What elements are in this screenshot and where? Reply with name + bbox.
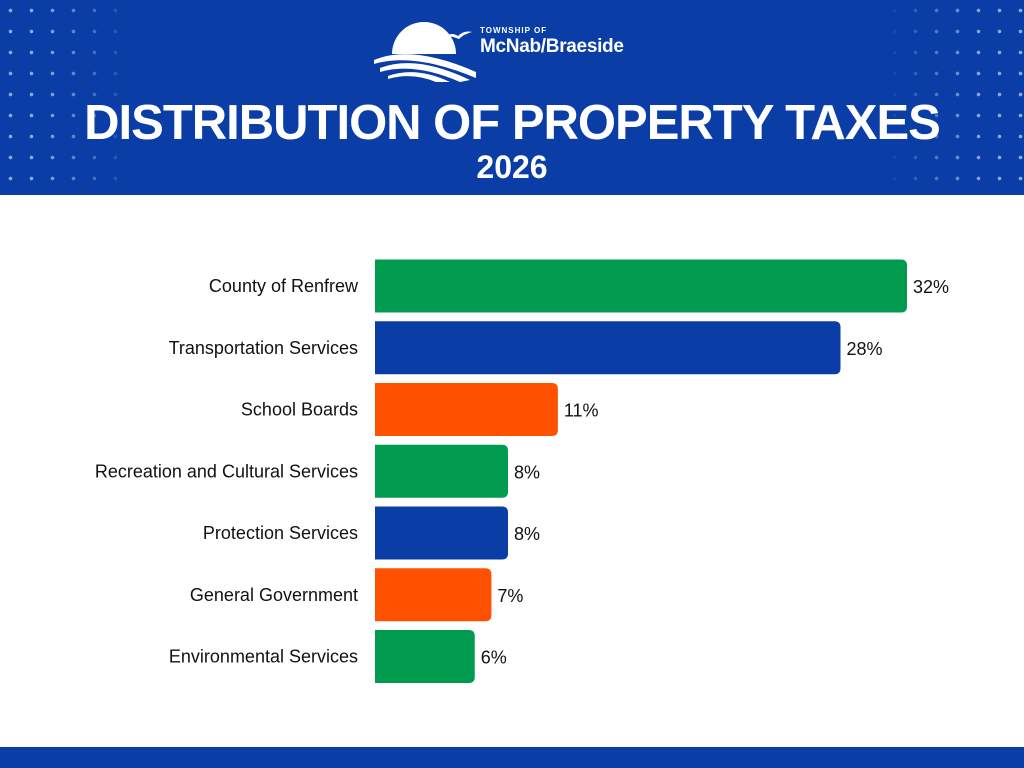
category-label: Protection Services	[203, 523, 358, 543]
logo-big-text: McNab/Braeside	[480, 36, 624, 57]
value-label: 7%	[497, 586, 523, 606]
bar	[375, 444, 508, 498]
header-banner: TOWNSHIP OF McNab/Braeside DISTRIBUTION …	[0, 0, 1024, 195]
bar	[375, 383, 558, 436]
dot-pattern-left	[0, 0, 140, 195]
category-label: County of Renfrew	[209, 276, 359, 296]
sun-fields-bird-icon	[374, 22, 476, 82]
category-label: School Boards	[241, 400, 358, 420]
value-label: 6%	[481, 648, 507, 668]
value-label: 8%	[514, 462, 540, 482]
category-label: General Government	[190, 585, 358, 605]
value-label: 11%	[564, 401, 599, 421]
bar	[375, 506, 508, 560]
value-label: 32%	[913, 277, 949, 297]
value-label: 8%	[514, 524, 540, 544]
dot-pattern-right	[884, 0, 1024, 195]
bar	[375, 630, 475, 683]
bar	[375, 259, 907, 313]
category-label: Recreation and Cultural Services	[95, 461, 358, 481]
logo-small-text: TOWNSHIP OF	[480, 26, 548, 35]
page-title: DISTRIBUTION OF PROPERTY TAXES	[84, 96, 941, 150]
bar	[375, 568, 492, 622]
page-subtitle: 2026	[476, 149, 548, 185]
category-label: Transportation Services	[169, 338, 358, 358]
township-logo: TOWNSHIP OF McNab/Braeside	[372, 18, 642, 84]
bar	[375, 321, 841, 375]
footer-band	[0, 747, 1024, 768]
category-label: Environmental Services	[169, 647, 358, 667]
value-label: 28%	[847, 339, 883, 359]
